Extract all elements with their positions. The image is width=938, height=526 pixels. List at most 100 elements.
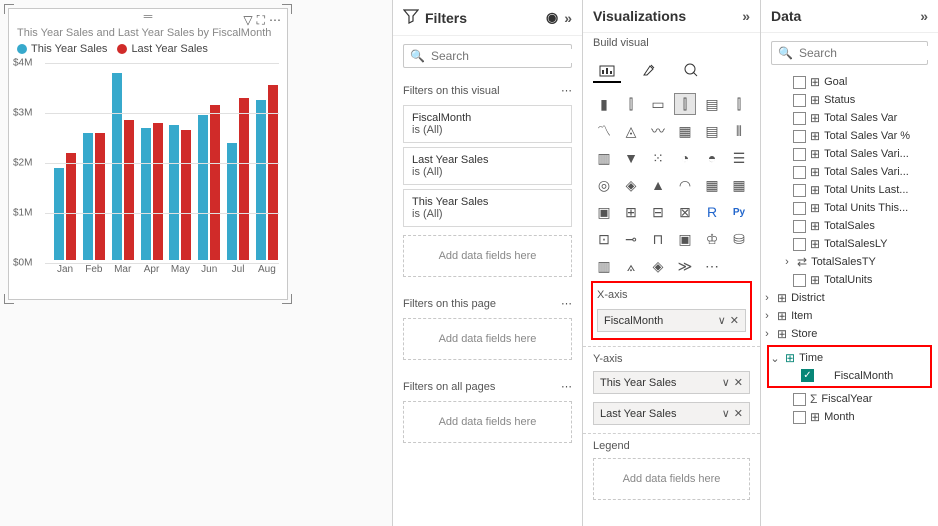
- yaxis-field[interactable]: This Year Sales ∨ ✕: [593, 371, 750, 394]
- viz-type-icon[interactable]: ⛁: [728, 228, 750, 250]
- bar-lastyear[interactable]: [124, 120, 134, 260]
- viz-type-icon[interactable]: ◈: [620, 174, 642, 196]
- field-row[interactable]: ⊞Goal: [761, 73, 938, 91]
- field-row[interactable]: ⊞TotalSalesLY: [761, 235, 938, 253]
- legend-drop[interactable]: Add data fields here: [593, 458, 750, 500]
- viz-type-icon[interactable]: ▥: [593, 255, 615, 277]
- field-row[interactable]: ⊞Total Units This...: [761, 199, 938, 217]
- yaxis-field[interactable]: Last Year Sales ∨ ✕: [593, 402, 750, 425]
- chevron-down-icon[interactable]: ∨: [722, 407, 730, 420]
- viz-type-icon[interactable]: ◔: [674, 147, 696, 169]
- viz-type-icon[interactable]: Py: [728, 201, 750, 223]
- viz-type-icon[interactable]: ◠: [674, 174, 696, 196]
- filter-icon[interactable]: ▽: [243, 13, 252, 28]
- viz-type-icon[interactable]: ⫿: [620, 93, 642, 115]
- viz-type-icon[interactable]: ▣: [593, 201, 615, 223]
- remove-icon[interactable]: ✕: [730, 314, 739, 327]
- bar-thisyear[interactable]: [227, 143, 237, 261]
- viz-type-icon[interactable]: ≫: [674, 255, 696, 277]
- format-visual-tab[interactable]: [635, 59, 663, 83]
- more-icon[interactable]: ⋯: [561, 380, 572, 393]
- bar-thisyear[interactable]: [256, 100, 266, 260]
- field-row[interactable]: ⊞Total Sales Var %: [761, 127, 938, 145]
- remove-icon[interactable]: ✕: [734, 407, 743, 420]
- field-row[interactable]: ⊞Total Units Last...: [761, 181, 938, 199]
- remove-icon[interactable]: ✕: [734, 376, 743, 389]
- viz-type-icon[interactable]: ▤: [701, 93, 723, 115]
- viz-type-icon[interactable]: ⊞: [620, 201, 642, 223]
- bar-lastyear[interactable]: [153, 123, 163, 261]
- eye-icon[interactable]: ◉: [546, 9, 558, 26]
- bar-lastyear[interactable]: [66, 153, 76, 261]
- bar-lastyear[interactable]: [268, 85, 278, 260]
- field-row[interactable]: ⊞TotalUnits: [761, 271, 938, 289]
- collapse-icon[interactable]: »: [742, 8, 750, 24]
- filter-card[interactable]: FiscalMonthis (All): [403, 105, 572, 143]
- table-row[interactable]: ›⊞Store: [761, 325, 938, 343]
- viz-type-icon[interactable]: ⊟: [647, 201, 669, 223]
- viz-type-icon[interactable]: ◬: [620, 120, 642, 142]
- viz-type-icon[interactable]: ◈: [647, 255, 669, 277]
- chevron-down-icon[interactable]: ∨: [722, 376, 730, 389]
- field-row[interactable]: ⊞Total Sales Vari...: [761, 163, 938, 181]
- viz-type-icon[interactable]: ⊓: [647, 228, 669, 250]
- focus-icon[interactable]: ⛶: [257, 13, 265, 28]
- table-row[interactable]: ›⊞Item: [761, 307, 938, 325]
- viz-type-icon[interactable]: ◎: [593, 174, 615, 196]
- visual-card[interactable]: ═ ▽ ⛶ ⋯ This Year Sales and Last Year Sa…: [8, 8, 288, 300]
- filters-search-input[interactable]: [431, 49, 582, 63]
- viz-type-icon[interactable]: ▣: [674, 228, 696, 250]
- field-row[interactable]: ⊞TotalSales: [761, 217, 938, 235]
- bar-thisyear[interactable]: [83, 133, 93, 261]
- add-filter-drop[interactable]: Add data fields here: [403, 318, 572, 360]
- bar-thisyear[interactable]: [112, 73, 122, 261]
- viz-type-icon[interactable]: ⊸: [620, 228, 642, 250]
- more-icon[interactable]: ⋯: [269, 13, 281, 28]
- add-filter-drop[interactable]: Add data fields here: [403, 401, 572, 443]
- bar-lastyear[interactable]: [181, 130, 191, 260]
- viz-type-icon[interactable]: ⟑: [620, 255, 642, 277]
- field-row[interactable]: ⊞Status: [761, 91, 938, 109]
- viz-type-icon[interactable]: ☰: [728, 147, 750, 169]
- field-fiscalyear[interactable]: ΣFiscalYear: [761, 390, 938, 408]
- collapse-icon[interactable]: »: [564, 10, 572, 26]
- data-search[interactable]: 🔍: [771, 41, 928, 65]
- report-canvas[interactable]: ═ ▽ ⛶ ⋯ This Year Sales and Last Year Sa…: [0, 0, 392, 526]
- bar-thisyear[interactable]: [169, 125, 179, 260]
- viz-type-icon[interactable]: 〽: [593, 120, 615, 142]
- viz-type-icon[interactable]: ▼: [620, 147, 642, 169]
- viz-type-icon[interactable]: ◓: [701, 147, 723, 169]
- bar-lastyear[interactable]: [210, 105, 220, 260]
- filter-card[interactable]: This Year Salesis (All): [403, 189, 572, 227]
- table-row[interactable]: ›⊞District: [761, 289, 938, 307]
- viz-type-icon[interactable]: ▲: [647, 174, 669, 196]
- viz-type-icon[interactable]: 〰: [647, 120, 669, 142]
- build-visual-tab[interactable]: [593, 59, 621, 83]
- field-fiscalmonth[interactable]: ✓FiscalMonth: [769, 367, 930, 384]
- add-filter-drop[interactable]: Add data fields here: [403, 235, 572, 277]
- field-month[interactable]: ⊞Month: [761, 408, 938, 426]
- viz-type-icon[interactable]: ▦: [674, 120, 696, 142]
- viz-type-icon[interactable]: ⊡: [593, 228, 615, 250]
- bar-lastyear[interactable]: [239, 98, 249, 261]
- viz-type-icon[interactable]: ⁙: [647, 147, 669, 169]
- viz-type-icon[interactable]: ▦: [728, 174, 750, 196]
- field-row[interactable]: ›⇄TotalSalesTY: [761, 253, 938, 271]
- bar-thisyear[interactable]: [141, 128, 151, 261]
- data-search-input[interactable]: [799, 46, 938, 60]
- viz-type-icon[interactable]: ▤: [701, 120, 723, 142]
- analytics-tab[interactable]: [677, 59, 705, 83]
- bar-lastyear[interactable]: [95, 133, 105, 261]
- filters-search[interactable]: 🔍: [403, 44, 572, 68]
- viz-type-icon[interactable]: ♔: [701, 228, 723, 250]
- filter-card[interactable]: Last Year Salesis (All): [403, 147, 572, 185]
- bar-thisyear[interactable]: [198, 115, 208, 260]
- viz-type-icon[interactable]: ⫴: [728, 120, 750, 142]
- collapse-icon[interactable]: »: [920, 8, 928, 24]
- viz-type-icon[interactable]: R: [701, 201, 723, 223]
- resize-handle-tl[interactable]: [4, 4, 14, 14]
- more-icon[interactable]: ⋯: [561, 84, 572, 97]
- chevron-down-icon[interactable]: ∨: [718, 314, 726, 327]
- viz-type-icon[interactable]: ▮: [593, 93, 615, 115]
- table-row-time[interactable]: ⌄⊞Time: [769, 349, 930, 367]
